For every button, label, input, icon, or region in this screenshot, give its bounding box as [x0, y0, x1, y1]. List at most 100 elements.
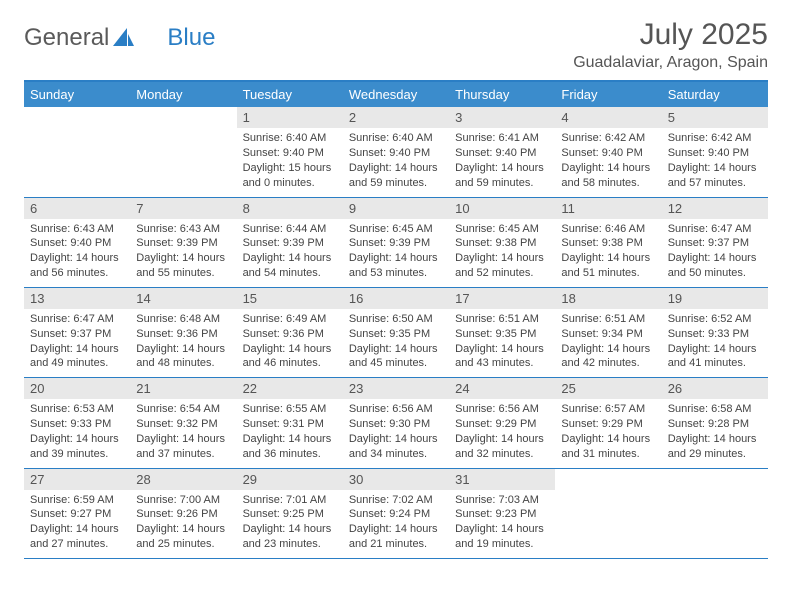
calendar-cell: 22Sunrise: 6:55 AMSunset: 9:31 PMDayligh…: [237, 378, 343, 468]
calendar-cell: 29Sunrise: 7:01 AMSunset: 9:25 PMDayligh…: [237, 468, 343, 558]
logo-text-2: Blue: [167, 24, 215, 52]
day-details: Sunrise: 6:58 AMSunset: 9:28 PMDaylight:…: [662, 399, 768, 467]
day-details: Sunrise: 7:00 AMSunset: 9:26 PMDaylight:…: [130, 490, 236, 558]
calendar-cell: 2Sunrise: 6:40 AMSunset: 9:40 PMDaylight…: [343, 107, 449, 197]
day-number: 21: [130, 378, 236, 399]
day-details: Sunrise: 6:52 AMSunset: 9:33 PMDaylight:…: [662, 309, 768, 377]
day-number: 1: [237, 107, 343, 128]
calendar-cell: 6Sunrise: 6:43 AMSunset: 9:40 PMDaylight…: [24, 197, 130, 287]
calendar-cell: 7Sunrise: 6:43 AMSunset: 9:39 PMDaylight…: [130, 197, 236, 287]
day-details: Sunrise: 6:47 AMSunset: 9:37 PMDaylight:…: [24, 309, 130, 377]
weekday-header: Monday: [130, 81, 236, 107]
day-details: Sunrise: 6:48 AMSunset: 9:36 PMDaylight:…: [130, 309, 236, 377]
day-number: 11: [555, 198, 661, 219]
day-details: Sunrise: 6:59 AMSunset: 9:27 PMDaylight:…: [24, 490, 130, 558]
calendar-week: 13Sunrise: 6:47 AMSunset: 9:37 PMDayligh…: [24, 287, 768, 377]
day-number: 4: [555, 107, 661, 128]
day-number: 30: [343, 469, 449, 490]
day-details: Sunrise: 6:40 AMSunset: 9:40 PMDaylight:…: [237, 128, 343, 196]
weekday-header: Saturday: [662, 81, 768, 107]
day-number: 6: [24, 198, 130, 219]
day-number: 10: [449, 198, 555, 219]
day-number: 3: [449, 107, 555, 128]
weekday-header: Sunday: [24, 81, 130, 107]
day-number: 23: [343, 378, 449, 399]
calendar-cell: 30Sunrise: 7:02 AMSunset: 9:24 PMDayligh…: [343, 468, 449, 558]
day-number: 17: [449, 288, 555, 309]
day-number: 7: [130, 198, 236, 219]
calendar-cell: 31Sunrise: 7:03 AMSunset: 9:23 PMDayligh…: [449, 468, 555, 558]
day-number: 16: [343, 288, 449, 309]
calendar-cell: [555, 468, 661, 558]
month-title: July 2025: [573, 18, 768, 52]
calendar-cell: 3Sunrise: 6:41 AMSunset: 9:40 PMDaylight…: [449, 107, 555, 197]
calendar-cell: 23Sunrise: 6:56 AMSunset: 9:30 PMDayligh…: [343, 378, 449, 468]
calendar-cell: 28Sunrise: 7:00 AMSunset: 9:26 PMDayligh…: [130, 468, 236, 558]
day-details: Sunrise: 6:50 AMSunset: 9:35 PMDaylight:…: [343, 309, 449, 377]
calendar-cell: 19Sunrise: 6:52 AMSunset: 9:33 PMDayligh…: [662, 287, 768, 377]
calendar-cell: 18Sunrise: 6:51 AMSunset: 9:34 PMDayligh…: [555, 287, 661, 377]
logo-text-1: General: [24, 24, 109, 52]
day-details: Sunrise: 6:43 AMSunset: 9:40 PMDaylight:…: [24, 219, 130, 287]
calendar-cell: [130, 107, 236, 197]
calendar-cell: [24, 107, 130, 197]
day-number: 8: [237, 198, 343, 219]
day-number: 28: [130, 469, 236, 490]
day-details: Sunrise: 6:44 AMSunset: 9:39 PMDaylight:…: [237, 219, 343, 287]
day-number: 24: [449, 378, 555, 399]
header: General Blue July 2025 Guadalaviar, Arag…: [24, 18, 768, 72]
day-details: Sunrise: 6:45 AMSunset: 9:39 PMDaylight:…: [343, 219, 449, 287]
day-details: Sunrise: 6:51 AMSunset: 9:34 PMDaylight:…: [555, 309, 661, 377]
day-number: 27: [24, 469, 130, 490]
day-number: 26: [662, 378, 768, 399]
calendar-cell: 27Sunrise: 6:59 AMSunset: 9:27 PMDayligh…: [24, 468, 130, 558]
calendar-cell: 17Sunrise: 6:51 AMSunset: 9:35 PMDayligh…: [449, 287, 555, 377]
weekday-row: SundayMondayTuesdayWednesdayThursdayFrid…: [24, 81, 768, 107]
day-number: 22: [237, 378, 343, 399]
day-details: Sunrise: 7:01 AMSunset: 9:25 PMDaylight:…: [237, 490, 343, 558]
day-details: Sunrise: 6:49 AMSunset: 9:36 PMDaylight:…: [237, 309, 343, 377]
day-details: Sunrise: 7:03 AMSunset: 9:23 PMDaylight:…: [449, 490, 555, 558]
calendar-cell: 5Sunrise: 6:42 AMSunset: 9:40 PMDaylight…: [662, 107, 768, 197]
day-number: 13: [24, 288, 130, 309]
calendar-cell: 9Sunrise: 6:45 AMSunset: 9:39 PMDaylight…: [343, 197, 449, 287]
day-details: Sunrise: 7:02 AMSunset: 9:24 PMDaylight:…: [343, 490, 449, 558]
calendar-head: SundayMondayTuesdayWednesdayThursdayFrid…: [24, 81, 768, 107]
title-block: July 2025 Guadalaviar, Aragon, Spain: [573, 18, 768, 72]
calendar-cell: 4Sunrise: 6:42 AMSunset: 9:40 PMDaylight…: [555, 107, 661, 197]
day-details: Sunrise: 6:47 AMSunset: 9:37 PMDaylight:…: [662, 219, 768, 287]
calendar-week: 20Sunrise: 6:53 AMSunset: 9:33 PMDayligh…: [24, 378, 768, 468]
calendar-body: 1Sunrise: 6:40 AMSunset: 9:40 PMDaylight…: [24, 107, 768, 559]
day-details: Sunrise: 6:40 AMSunset: 9:40 PMDaylight:…: [343, 128, 449, 196]
calendar-cell: 26Sunrise: 6:58 AMSunset: 9:28 PMDayligh…: [662, 378, 768, 468]
calendar-cell: 8Sunrise: 6:44 AMSunset: 9:39 PMDaylight…: [237, 197, 343, 287]
day-details: Sunrise: 6:41 AMSunset: 9:40 PMDaylight:…: [449, 128, 555, 196]
calendar-cell: 12Sunrise: 6:47 AMSunset: 9:37 PMDayligh…: [662, 197, 768, 287]
day-details: Sunrise: 6:54 AMSunset: 9:32 PMDaylight:…: [130, 399, 236, 467]
day-number: 20: [24, 378, 130, 399]
weekday-header: Wednesday: [343, 81, 449, 107]
day-details: Sunrise: 6:46 AMSunset: 9:38 PMDaylight:…: [555, 219, 661, 287]
day-details: Sunrise: 6:45 AMSunset: 9:38 PMDaylight:…: [449, 219, 555, 287]
day-details: Sunrise: 6:43 AMSunset: 9:39 PMDaylight:…: [130, 219, 236, 287]
calendar-cell: 14Sunrise: 6:48 AMSunset: 9:36 PMDayligh…: [130, 287, 236, 377]
location: Guadalaviar, Aragon, Spain: [573, 54, 768, 72]
weekday-header: Friday: [555, 81, 661, 107]
day-number: 29: [237, 469, 343, 490]
day-details: Sunrise: 6:53 AMSunset: 9:33 PMDaylight:…: [24, 399, 130, 467]
day-number: 25: [555, 378, 661, 399]
calendar-week: 27Sunrise: 6:59 AMSunset: 9:27 PMDayligh…: [24, 468, 768, 558]
day-number: 15: [237, 288, 343, 309]
calendar-cell: 21Sunrise: 6:54 AMSunset: 9:32 PMDayligh…: [130, 378, 236, 468]
calendar-week: 1Sunrise: 6:40 AMSunset: 9:40 PMDaylight…: [24, 107, 768, 197]
day-number: 2: [343, 107, 449, 128]
day-number: 5: [662, 107, 768, 128]
calendar-cell: 1Sunrise: 6:40 AMSunset: 9:40 PMDaylight…: [237, 107, 343, 197]
day-number: 9: [343, 198, 449, 219]
weekday-header: Thursday: [449, 81, 555, 107]
day-details: Sunrise: 6:57 AMSunset: 9:29 PMDaylight:…: [555, 399, 661, 467]
calendar-cell: 20Sunrise: 6:53 AMSunset: 9:33 PMDayligh…: [24, 378, 130, 468]
day-details: Sunrise: 6:55 AMSunset: 9:31 PMDaylight:…: [237, 399, 343, 467]
day-details: Sunrise: 6:51 AMSunset: 9:35 PMDaylight:…: [449, 309, 555, 377]
calendar-cell: [662, 468, 768, 558]
